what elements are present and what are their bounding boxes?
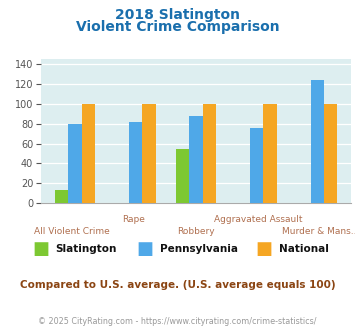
Text: Pennsylvania: Pennsylvania	[160, 244, 238, 254]
Text: Aggravated Assault: Aggravated Assault	[214, 215, 302, 224]
Bar	[263, 104, 277, 203]
Bar	[250, 128, 263, 203]
Bar	[129, 122, 142, 203]
Text: All Violent Crime: All Violent Crime	[34, 227, 110, 236]
Text: ■: ■	[137, 240, 154, 258]
Bar	[190, 116, 203, 203]
Text: National: National	[279, 244, 328, 254]
Bar	[68, 124, 82, 203]
Text: Compared to U.S. average. (U.S. average equals 100): Compared to U.S. average. (U.S. average …	[20, 280, 335, 290]
Bar	[324, 104, 337, 203]
Bar	[203, 104, 216, 203]
Text: Slatington: Slatington	[55, 244, 116, 254]
Text: Rape: Rape	[122, 215, 146, 224]
Bar	[55, 190, 68, 203]
Text: 2018 Slatington: 2018 Slatington	[115, 8, 240, 22]
Bar	[142, 104, 155, 203]
Text: Violent Crime Comparison: Violent Crime Comparison	[76, 20, 279, 34]
Text: Murder & Mans...: Murder & Mans...	[282, 227, 355, 236]
Bar	[311, 80, 324, 203]
Text: ■: ■	[32, 240, 49, 258]
Text: Robbery: Robbery	[178, 227, 215, 236]
Bar	[176, 149, 190, 203]
Bar	[82, 104, 95, 203]
Text: ■: ■	[256, 240, 273, 258]
Text: © 2025 CityRating.com - https://www.cityrating.com/crime-statistics/: © 2025 CityRating.com - https://www.city…	[38, 317, 317, 326]
